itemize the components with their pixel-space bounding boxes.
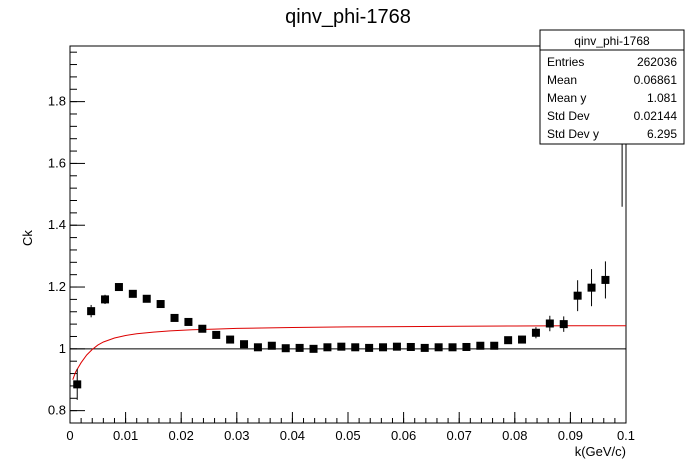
x-tick-label: 0.01: [113, 428, 138, 443]
data-point: [365, 343, 374, 352]
data-point: [101, 295, 110, 304]
data-point: [476, 341, 485, 350]
x-axis-title: k(GeV/c): [575, 444, 626, 459]
data-point: [212, 330, 221, 339]
x-tick-label: 0.1: [617, 428, 635, 443]
stats-label-std-dev: Std Dev: [547, 109, 590, 123]
data-point: [267, 341, 276, 350]
data-point: [504, 336, 513, 345]
y-tick-label: 1.4: [48, 217, 66, 232]
y-tick-label: 0.8: [48, 403, 66, 418]
data-point: [420, 343, 429, 352]
y-tick-label: 1: [59, 341, 66, 356]
stats-value-mean-y: 1.081: [647, 91, 677, 105]
data-point: [448, 343, 457, 352]
y-tick-label: 1.2: [48, 279, 66, 294]
data-point: [198, 324, 207, 333]
data-point: [379, 343, 388, 352]
stats-label-std-dev-y: Std Dev y: [547, 127, 599, 141]
data-point: [337, 342, 346, 351]
stats-label-mean-y: Mean y: [547, 91, 586, 105]
stats-box: qinv_phi-1768 Entries 262036 Mean 0.0686…: [539, 29, 685, 145]
stats-value-mean: 0.06861: [634, 73, 678, 87]
x-tick-label: 0.08: [502, 428, 527, 443]
data-point: [531, 328, 540, 337]
x-tick-label: 0: [66, 428, 73, 443]
stats-label-mean: Mean: [547, 73, 577, 87]
y-tick-label: 1.6: [48, 155, 66, 170]
data-point: [587, 283, 596, 292]
x-tick-label: 0.06: [391, 428, 416, 443]
data-point: [114, 283, 123, 292]
data-point: [253, 343, 262, 352]
stats-value-entries: 262036: [637, 55, 677, 69]
chart-title: qinv_phi-1768: [285, 6, 411, 28]
data-point: [142, 294, 151, 303]
data-point: [462, 342, 471, 351]
stats-label-entries: Entries: [547, 55, 584, 69]
x-axis: 0 0.01 0.02 0.03 0.04 0.05 0.06 0.07 0.08 0.09 0.1: [66, 412, 635, 443]
data-point: [226, 335, 235, 344]
data-point: [559, 320, 568, 329]
data-point: [281, 344, 290, 353]
x-tick-label: 0.09: [558, 428, 583, 443]
stats-value-std-dev-y: 6.295: [647, 127, 677, 141]
y-tick-label: 1.8: [48, 94, 66, 109]
data-point: [392, 342, 401, 351]
data-point: [323, 343, 332, 352]
data-point: [184, 317, 193, 326]
data-point: [490, 341, 499, 350]
data-point: [240, 340, 249, 349]
data-point: [128, 289, 137, 298]
data-point: [156, 300, 165, 309]
data-point: [434, 343, 443, 352]
data-point: [573, 291, 582, 300]
x-tick-label: 0.02: [169, 428, 194, 443]
data-point: [545, 319, 554, 328]
x-tick-label: 0.05: [335, 428, 360, 443]
y-axis: 0.8 1 1.2 1.4 1.6 1.8: [48, 51, 85, 424]
data-point: [518, 335, 527, 344]
stats-value-std-dev: 0.02144: [634, 109, 678, 123]
x-tick-label: 0.03: [224, 428, 249, 443]
data-points: [73, 46, 623, 400]
data-point: [351, 343, 360, 352]
data-point: [601, 275, 610, 284]
stats-title: qinv_phi-1768: [574, 34, 650, 48]
data-point: [309, 344, 318, 353]
data-point: [170, 313, 179, 322]
data-point: [406, 342, 415, 351]
x-tick-label: 0.07: [447, 428, 472, 443]
x-tick-label: 0.04: [280, 428, 305, 443]
data-point: [73, 380, 82, 389]
data-point: [295, 343, 304, 352]
data-point: [87, 307, 96, 316]
y-axis-title: Ck: [20, 230, 35, 246]
fit-curve: [72, 325, 626, 380]
